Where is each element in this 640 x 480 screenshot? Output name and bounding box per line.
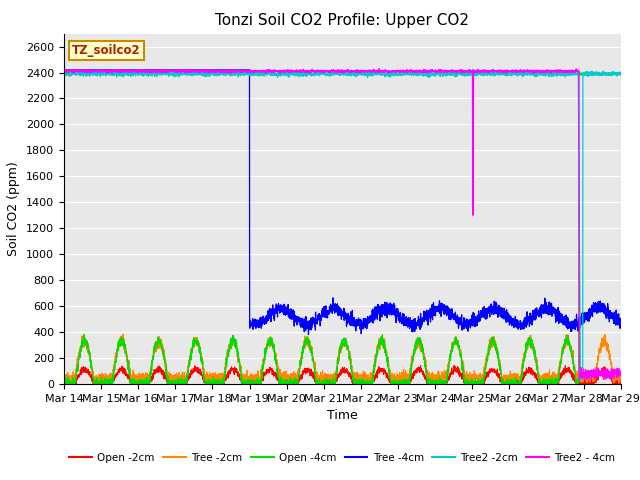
Text: TZ_soilco2: TZ_soilco2 (72, 44, 141, 57)
X-axis label: Time: Time (327, 409, 358, 422)
Legend: Open -2cm, Tree -2cm, Open -4cm, Tree -4cm, Tree2 -2cm, Tree2 - 4cm: Open -2cm, Tree -2cm, Open -4cm, Tree -4… (65, 449, 620, 467)
Title: Tonzi Soil CO2 Profile: Upper CO2: Tonzi Soil CO2 Profile: Upper CO2 (216, 13, 469, 28)
Y-axis label: Soil CO2 (ppm): Soil CO2 (ppm) (8, 161, 20, 256)
